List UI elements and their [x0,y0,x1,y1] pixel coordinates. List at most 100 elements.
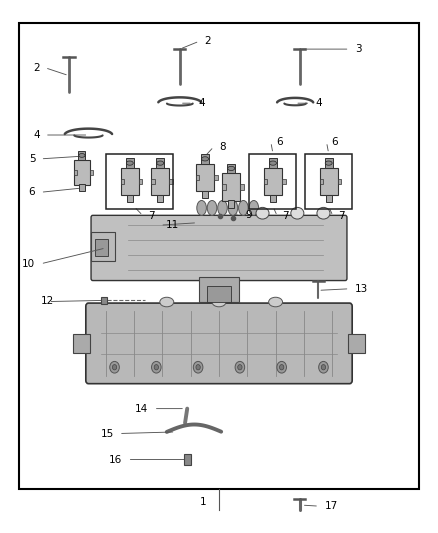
Ellipse shape [207,200,217,215]
Text: 6: 6 [332,137,338,147]
Ellipse shape [228,166,235,171]
Bar [157,195,163,203]
Ellipse shape [212,297,226,307]
Ellipse shape [193,361,203,373]
Bar [73,334,90,353]
Bar [184,454,191,465]
Bar [348,334,365,353]
Text: 4: 4 [316,98,322,108]
Bar [338,179,341,184]
Bar [264,179,267,184]
FancyBboxPatch shape [86,303,352,384]
Ellipse shape [321,365,325,370]
Bar [264,168,282,196]
Ellipse shape [152,361,161,373]
Bar [120,179,124,184]
Bar [170,179,173,184]
Ellipse shape [256,207,269,219]
Ellipse shape [228,200,238,215]
Bar [270,195,276,203]
Bar [207,286,231,302]
Bar [196,164,214,191]
Bar [282,179,286,184]
Bar [78,151,85,160]
Text: 6: 6 [276,137,283,147]
Ellipse shape [197,200,206,215]
Text: 7: 7 [338,211,345,221]
Ellipse shape [235,361,245,373]
Bar [139,179,142,184]
Bar [19,22,419,489]
Ellipse shape [279,365,284,370]
Bar [222,173,240,201]
Ellipse shape [238,365,242,370]
Ellipse shape [325,161,332,165]
Ellipse shape [110,361,119,373]
Text: 12: 12 [41,296,54,306]
Ellipse shape [157,161,164,165]
Bar [228,200,234,208]
Bar [106,154,173,209]
Text: 4: 4 [198,98,205,108]
Ellipse shape [154,365,159,370]
Bar [202,191,208,198]
Bar [156,158,164,168]
Text: 15: 15 [100,429,114,439]
Ellipse shape [291,207,304,219]
Text: 7: 7 [148,211,155,221]
Bar [320,179,323,184]
Ellipse shape [277,361,286,373]
FancyBboxPatch shape [91,215,347,280]
Text: 2: 2 [205,36,211,46]
Text: 8: 8 [219,142,226,152]
Bar [196,175,199,180]
Bar [95,239,108,256]
Bar [74,169,77,174]
Text: 9: 9 [245,209,252,220]
Text: 13: 13 [355,284,368,294]
Bar [325,195,332,203]
Ellipse shape [269,161,276,165]
Bar [201,154,209,164]
Text: 16: 16 [109,455,122,464]
Bar [90,169,93,174]
Ellipse shape [218,200,227,215]
Bar [91,232,115,261]
Ellipse shape [268,297,283,307]
Text: 17: 17 [324,501,338,511]
Text: 11: 11 [166,220,179,230]
Ellipse shape [126,161,133,165]
Text: 1: 1 [199,497,206,507]
Bar [325,158,332,168]
Bar [250,154,297,209]
Text: 2: 2 [33,63,40,72]
Text: 5: 5 [29,154,35,164]
Ellipse shape [317,207,330,219]
Bar [320,168,338,196]
Bar [222,184,226,190]
Ellipse shape [196,365,200,370]
Ellipse shape [79,154,85,157]
Bar [79,184,85,191]
Text: 14: 14 [135,403,148,414]
Bar [74,160,90,184]
Bar [151,179,155,184]
Bar [269,158,277,168]
Ellipse shape [201,157,208,161]
Ellipse shape [160,297,174,307]
Ellipse shape [319,361,328,373]
Bar [240,184,244,190]
Text: 10: 10 [22,259,35,269]
Ellipse shape [113,365,117,370]
Bar [102,297,107,304]
Bar [305,154,352,209]
Bar [151,168,170,196]
Bar [127,195,133,203]
Text: 6: 6 [29,187,35,197]
Bar [126,158,134,168]
Bar [199,277,239,302]
Text: 4: 4 [33,130,40,140]
Bar [227,164,235,173]
Bar [120,168,139,196]
Text: 7: 7 [283,211,289,221]
